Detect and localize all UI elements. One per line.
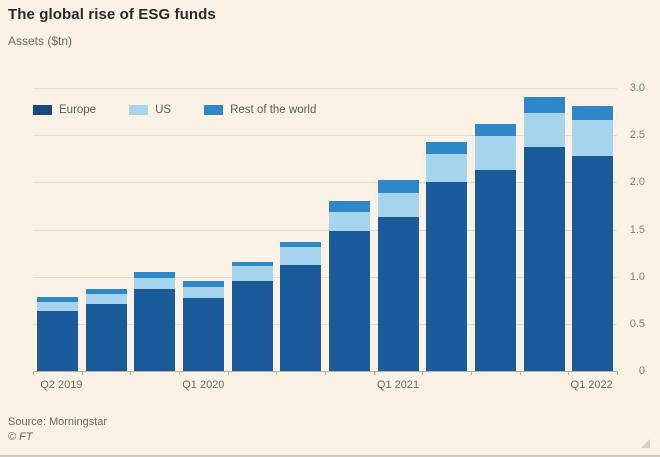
x-tick-label: Q1 2021 [376,379,420,391]
segment-europe [280,265,322,371]
x-axis-tick [227,371,229,375]
segment-europe [182,298,224,371]
bar-q2-2019 [36,297,78,371]
segment-europe [523,147,565,371]
segment-rest-of-the-world [182,281,224,288]
y-tick-label: 2.0 [629,176,645,189]
legend: Europe US Rest of the world [33,104,316,116]
legend-swatch-us-icon [129,105,149,115]
x-axis-tick [33,371,34,375]
bar-q2-2021 [426,141,468,371]
y-tick-label: 1.0 [629,270,645,283]
x-tick-label: Q2 2019 [40,379,83,391]
segment-us [474,136,516,171]
legend-item-us: US [129,104,171,116]
bar-q3-2020 [280,241,322,371]
segment-us [426,154,468,183]
segment-europe [231,281,273,371]
x-axis-tick [568,371,570,375]
segment-europe [572,155,614,371]
segment-us [85,293,127,305]
resize-handle-icon[interactable] [641,439,650,448]
y-tick-label: 1.5 [629,223,645,236]
segment-europe [328,231,370,371]
x-axis-tick [373,371,375,375]
y-tick-label: 2.5 [629,129,645,142]
bar-q1-2022 [572,105,614,371]
segment-us [377,192,419,218]
segment-us [523,112,565,148]
bar-q4-2020 [328,201,370,371]
segment-europe [426,182,468,371]
x-tick-label: Q1 2022 [570,379,613,391]
gridline [33,276,617,278]
segment-us [572,120,614,156]
segment-rest-of-the-world [523,96,565,113]
segment-rest-of-the-world [280,241,322,248]
segment-rest-of-the-world [85,288,127,294]
bar-q4-2021 [523,96,565,371]
x-axis-tick [130,371,132,375]
x-tick-label: Q1 2020 [182,379,225,391]
bar-q4-2019 [134,271,176,371]
segment-europe [36,310,78,371]
segment-us [280,247,322,266]
legend-swatch-europe-icon [33,105,52,115]
plot-area [33,88,618,375]
legend-label: US [155,104,172,116]
segment-europe [85,304,127,371]
gridline [33,135,617,137]
gridline [33,182,617,184]
ft-copyright: © FT [8,431,33,443]
bar-q1-2020 [182,281,224,371]
x-axis-tick [276,371,278,375]
y-tick-label: 3.0 [629,82,645,94]
segment-europe [134,288,176,371]
chart-title: The global rise of ESG funds [8,6,216,23]
legend-label: Rest of the world [230,104,317,116]
segment-us [182,287,224,299]
segment-rest-of-the-world [572,105,614,121]
segment-rest-of-the-world [134,271,176,278]
segment-us [328,211,370,232]
legend-swatch-rest-of-world-icon [204,105,224,115]
legend-item-rest-of-world: Rest of the world [204,104,316,116]
legend-label: Europe [59,104,97,116]
x-axis-tick [422,371,424,375]
y-tick-label: 0 [638,365,645,377]
bar-q2-2020 [231,261,273,371]
x-axis-tick [81,371,83,375]
x-axis-tick [179,371,180,375]
segment-us [134,277,176,289]
segment-us [36,302,78,311]
x-axis-tick [519,371,521,375]
bar-q3-2019 [85,288,127,371]
segment-europe [377,217,419,371]
gridline [33,323,617,325]
segment-europe [474,170,516,371]
bar-q1-2021 [377,180,419,371]
segment-rest-of-the-world [474,123,516,137]
legend-item-europe: Europe [33,104,96,116]
x-axis-tick [325,371,326,375]
bar-q3-2021 [474,123,516,371]
y-tick-label: 0.5 [629,317,645,330]
segment-rest-of-the-world [426,141,468,155]
x-axis-tick [471,371,472,375]
gridline [33,229,617,231]
segment-rest-of-the-world [328,201,370,212]
chart-subtitle: Assets ($tn) [8,34,73,48]
source-note: Source: Morningstar [8,416,108,428]
gridline [33,88,617,89]
segment-rest-of-the-world [231,261,273,267]
segment-rest-of-the-world [377,180,419,193]
x-axis-tick [617,371,618,375]
segment-rest-of-the-world [36,297,78,303]
segment-us [231,266,273,282]
